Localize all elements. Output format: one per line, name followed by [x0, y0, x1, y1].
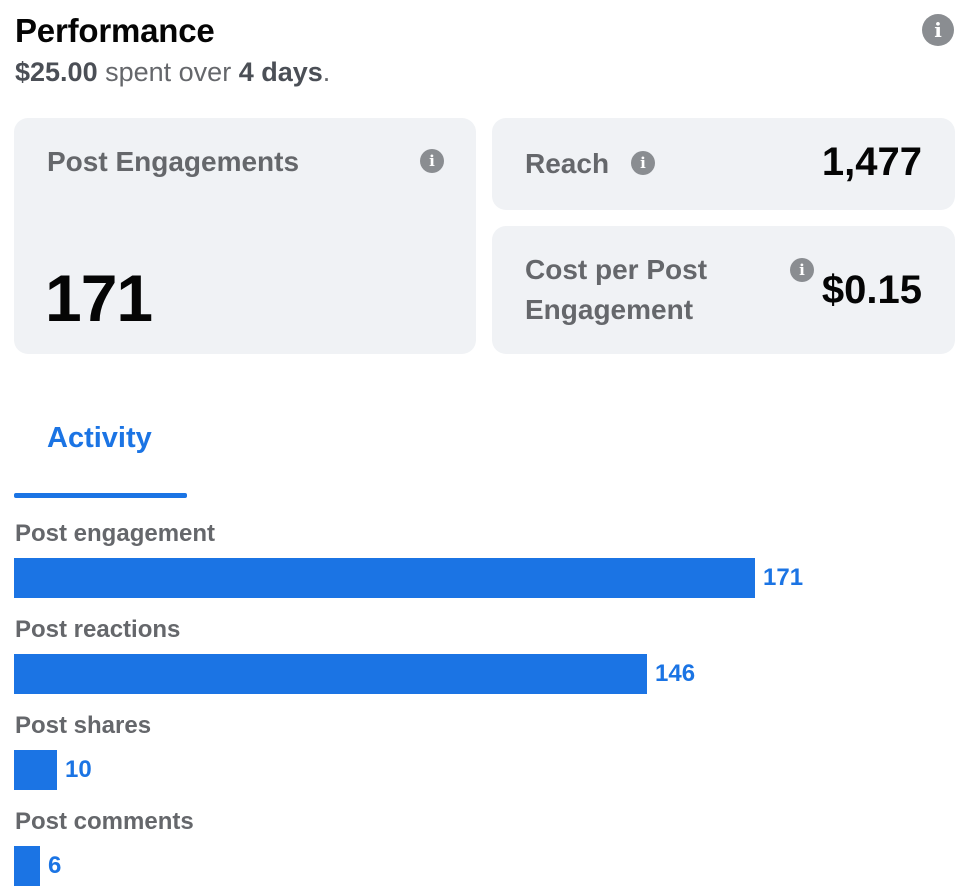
bar-row: Post engagement 171 — [14, 520, 954, 600]
post-engagements-card: Post Engagements i 171 — [14, 118, 476, 354]
bar — [14, 654, 647, 694]
tab-activity[interactable]: Activity — [14, 412, 187, 498]
bar-category-label: Post engagement — [15, 520, 216, 547]
reach-value: 1,477 — [821, 140, 922, 184]
bar-value-label: 6 — [48, 852, 62, 879]
reach-card: Reach i 1,477 — [492, 118, 955, 210]
info-icon[interactable]: i — [790, 258, 814, 282]
bar-row: Post comments 6 — [14, 808, 954, 888]
bar-row: Post reactions 146 — [14, 616, 954, 696]
reach-label: Reach — [525, 148, 610, 179]
post-engagements-value: 171 — [45, 261, 153, 335]
bar-track: 171 — [14, 558, 894, 598]
cost-per-engagement-card: Cost per Post Engagement i $0.15 — [492, 226, 955, 354]
bar — [14, 558, 755, 598]
info-icon[interactable]: i — [631, 151, 655, 175]
bar-category-label: Post comments — [15, 808, 194, 835]
cost-per-engagement-value: $0.15 — [821, 268, 922, 312]
bar — [14, 750, 57, 790]
bar-row: Post shares 10 — [14, 712, 954, 792]
bar-value-label: 171 — [763, 564, 804, 591]
period: . — [322, 57, 331, 87]
bar-value-label: 10 — [65, 756, 92, 783]
bar-track: 10 — [14, 750, 894, 790]
spent-text: spent over — [105, 57, 232, 87]
tab-active-underline — [14, 493, 187, 498]
bar-category-label: Post reactions — [15, 616, 181, 643]
bar-value-label: 146 — [655, 660, 696, 687]
duration: 4 days — [238, 57, 323, 87]
tab-activity-label: Activity — [47, 422, 152, 454]
bar-track: 146 — [14, 654, 894, 694]
spent-amount: $25.00 — [15, 57, 98, 87]
info-icon[interactable]: i — [922, 14, 954, 46]
info-icon[interactable]: i — [420, 149, 444, 173]
bar-category-label: Post shares — [15, 712, 152, 739]
page-title: Performance — [15, 12, 215, 49]
bar-track: 6 — [14, 846, 894, 886]
cost-per-engagement-label: Cost per Post Engagement — [525, 254, 708, 325]
performance-summary: $25.00 spent over 4 days. — [15, 57, 330, 88]
bar — [14, 846, 40, 886]
post-engagements-label: Post Engagements — [47, 146, 300, 177]
